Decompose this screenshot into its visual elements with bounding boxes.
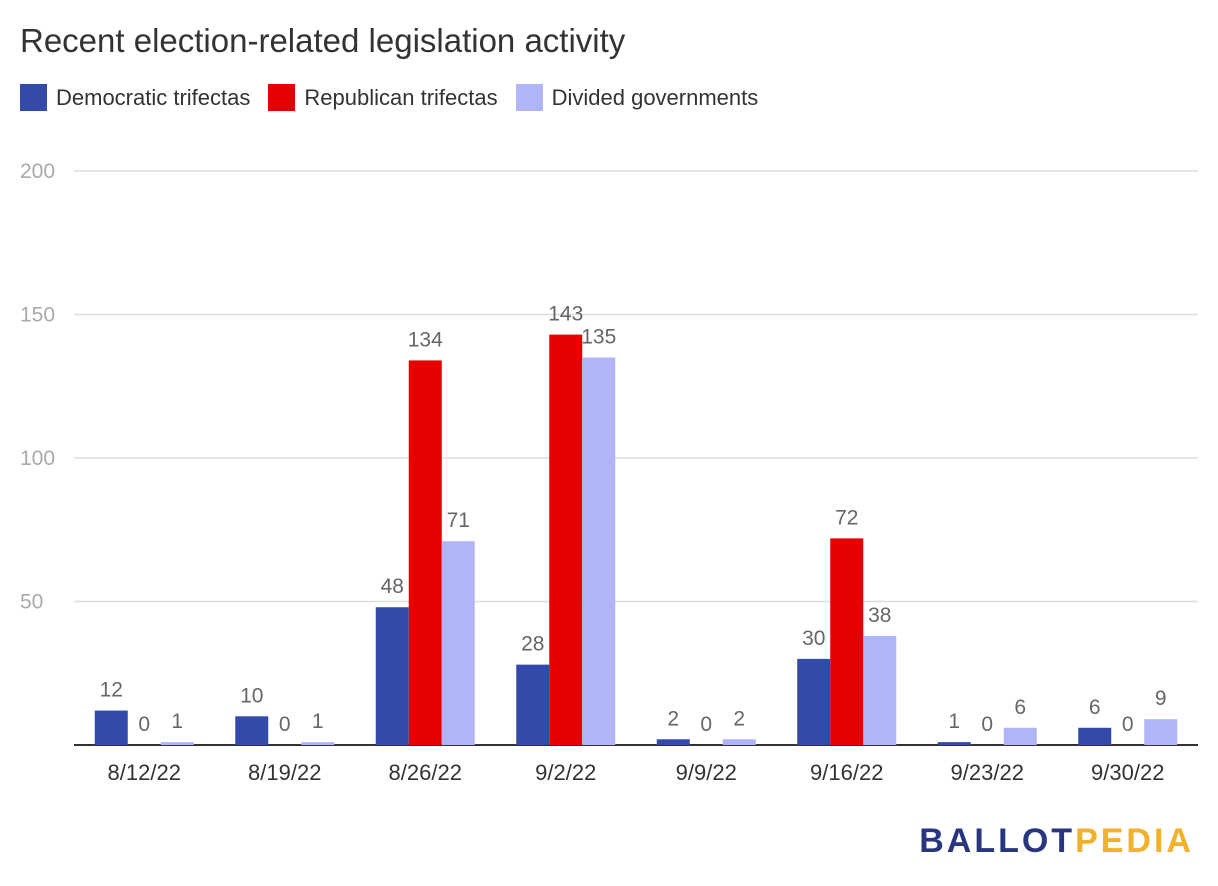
- bar-s2-c5: [863, 635, 897, 745]
- bar-s1-c2: [408, 360, 442, 745]
- data-label-s2-c5: 38: [868, 604, 891, 627]
- y-tick-label-50: 50: [20, 591, 43, 614]
- data-label-s1-c6: 0: [981, 713, 993, 736]
- legend-item-divided: Divided governments: [515, 84, 759, 111]
- data-label-s0-c5: 30: [802, 627, 825, 650]
- data-label-s0-c7: 6: [1089, 696, 1101, 719]
- y-tick-label-150: 150: [20, 304, 55, 327]
- x-tick-label-1: 8/19/22: [248, 760, 321, 785]
- data-label-s2-c3: 135: [581, 326, 616, 349]
- legend-item-democratic: Democratic trifectas: [20, 84, 250, 111]
- x-tick-label-7: 9/30/22: [1091, 760, 1164, 785]
- x-tick-label-2: 8/26/22: [389, 760, 462, 785]
- bar-s2-c0: [160, 742, 194, 745]
- legend-label-republican: Republican trifectas: [304, 84, 498, 110]
- data-label-s2-c6: 6: [1014, 696, 1026, 719]
- bar-s2-c4: [722, 739, 756, 745]
- data-label-s0-c4: 2: [667, 707, 679, 730]
- bar-s2-c6: [1003, 727, 1037, 745]
- grid-layer: [74, 170, 1198, 746]
- chart-title: Recent election-related legislation acti…: [20, 22, 626, 59]
- data-label-s1-c5: 72: [835, 506, 858, 529]
- x-tick-label-6: 9/23/22: [951, 760, 1024, 785]
- bar-s2-c1: [301, 742, 335, 745]
- legend-label-divided: Divided governments: [551, 84, 759, 110]
- bar-s0-c1: [235, 716, 269, 745]
- bar-s2-c7: [1144, 719, 1178, 745]
- logo-part-pedia: PEDIA: [1075, 822, 1194, 860]
- bar-s0-c2: [375, 607, 409, 745]
- x-tick-label-4: 9/9/22: [676, 760, 737, 785]
- bar-s0-c7: [1078, 727, 1112, 745]
- data-label-s0-c0: 12: [100, 679, 123, 702]
- bar-s0-c5: [797, 658, 831, 745]
- chart-legend: Democratic trifectas Republican trifecta…: [20, 84, 758, 111]
- data-label-s0-c3: 28: [521, 633, 544, 656]
- data-label-s1-c3: 143: [548, 303, 583, 326]
- data-label-s1-c4: 0: [700, 713, 712, 736]
- logo-part-ballot: BALLOT: [919, 822, 1076, 860]
- bar-s0-c3: [516, 664, 550, 745]
- ballotpedia-logo: BALLOTPEDIA: [919, 822, 1194, 861]
- legend-label-democratic: Democratic trifectas: [56, 84, 251, 110]
- y-tick-label-100: 100: [20, 447, 55, 470]
- y-tick-label-200: 200: [20, 160, 55, 183]
- bar-s1-c5: [830, 538, 864, 745]
- data-label-s1-c1: 0: [279, 713, 291, 736]
- bar-s0-c4: [656, 739, 690, 745]
- x-tick-label-3: 9/2/22: [535, 760, 596, 785]
- bar-s1-c3: [549, 334, 583, 745]
- legend-swatch-democratic: [20, 84, 47, 111]
- bar-s0-c0: [94, 710, 128, 745]
- data-label-s2-c2: 71: [447, 509, 470, 532]
- bar-s0-c6: [937, 742, 971, 745]
- data-label-s2-c0: 1: [171, 710, 183, 733]
- data-label-s2-c4: 2: [733, 707, 745, 730]
- data-label-s2-c7: 9: [1155, 687, 1167, 710]
- data-label-s0-c6: 1: [948, 710, 960, 733]
- bar-layer: [94, 334, 1178, 745]
- data-label-s1-c0: 0: [138, 713, 150, 736]
- bar-s2-c3: [582, 357, 616, 745]
- legend-item-republican: Republican trifectas: [268, 84, 498, 111]
- legend-swatch-republican: [268, 84, 296, 111]
- bar-s2-c2: [441, 541, 475, 745]
- data-label-s1-c2: 134: [408, 328, 443, 351]
- data-label-s0-c2: 48: [381, 575, 404, 598]
- data-label-s1-c7: 0: [1122, 713, 1134, 736]
- legend-swatch-divided: [515, 84, 543, 111]
- x-tick-label-5: 9/16/22: [810, 760, 883, 785]
- data-label-s2-c1: 1: [312, 710, 324, 733]
- data-label-s0-c1: 10: [240, 684, 263, 707]
- x-tick-label-0: 8/12/22: [108, 760, 181, 785]
